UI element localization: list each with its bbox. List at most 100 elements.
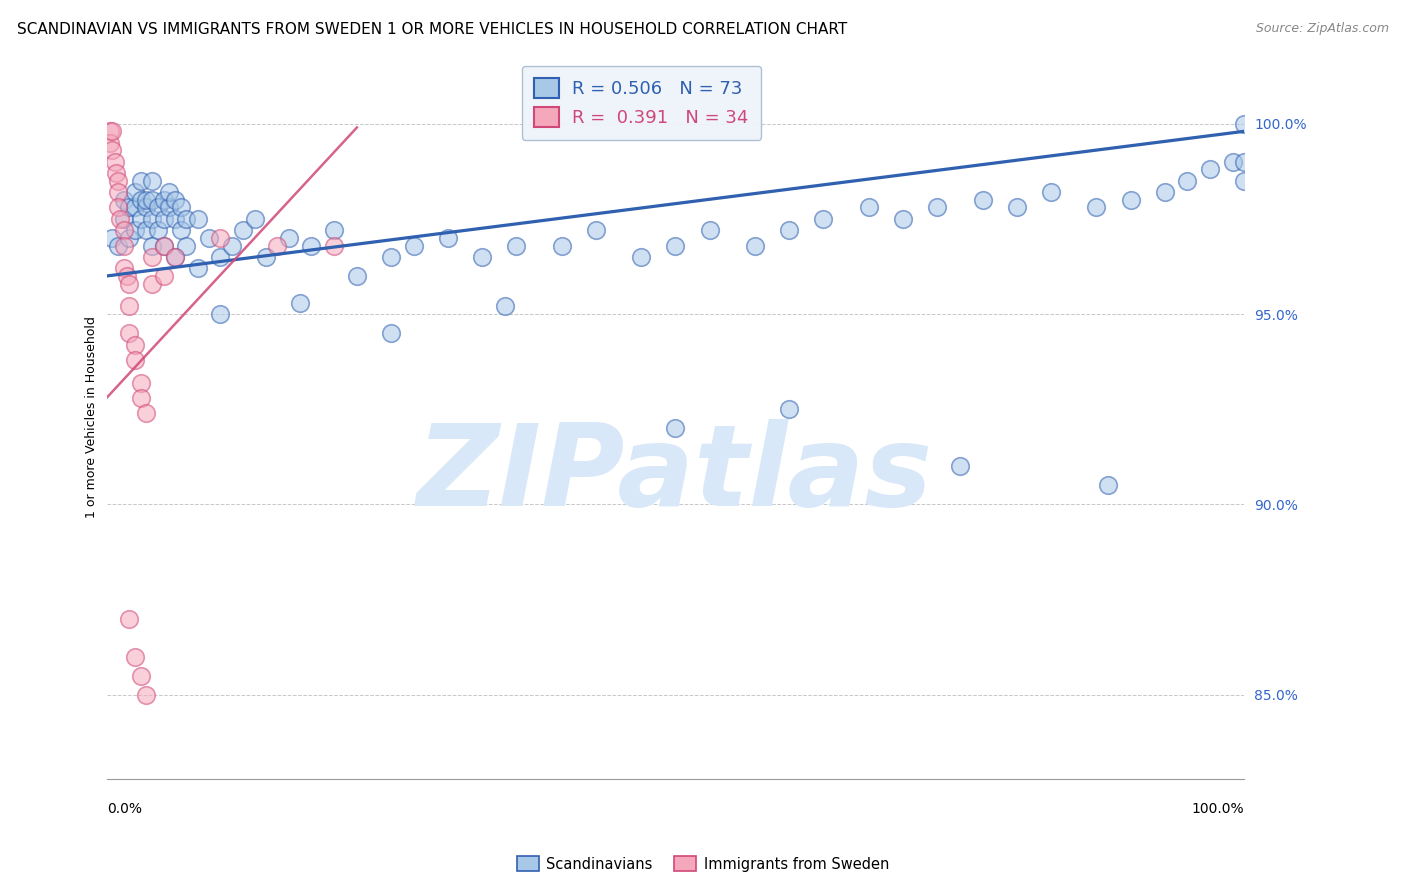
Point [1153, 185, 1175, 199]
Point [157, 201, 180, 215]
Point [1119, 193, 1142, 207]
Point [1222, 154, 1244, 169]
Point [1233, 117, 1256, 131]
Point [169, 223, 191, 237]
Point [1039, 185, 1062, 199]
Point [551, 238, 574, 252]
Point [232, 223, 254, 237]
Point [141, 193, 163, 207]
Point [323, 238, 346, 252]
Point [664, 238, 686, 252]
Point [174, 238, 197, 252]
Point [124, 201, 146, 215]
Point [129, 193, 152, 207]
Point [135, 406, 157, 420]
Point [157, 185, 180, 199]
Point [1005, 201, 1028, 215]
Point [169, 201, 191, 215]
Point [152, 211, 174, 226]
Point [112, 261, 135, 276]
Point [118, 300, 141, 314]
Point [146, 201, 169, 215]
Legend: R = 0.506   N = 73, R =  0.391   N = 34: R = 0.506 N = 73, R = 0.391 N = 34 [522, 66, 761, 140]
Point [112, 211, 135, 226]
Point [346, 268, 368, 283]
Point [187, 211, 209, 226]
Point [1233, 174, 1256, 188]
Point [107, 185, 129, 199]
Point [209, 250, 232, 264]
Point [124, 337, 146, 351]
Legend: Scandinavians, Immigrants from Sweden: Scandinavians, Immigrants from Sweden [512, 850, 894, 878]
Point [129, 669, 152, 683]
Point [152, 238, 174, 252]
Point [1097, 478, 1119, 492]
Point [1177, 174, 1199, 188]
Point [115, 268, 138, 283]
Point [174, 211, 197, 226]
Point [778, 223, 800, 237]
Point [104, 166, 127, 180]
Point [163, 250, 186, 264]
Point [402, 238, 425, 252]
Y-axis label: 1 or more Vehicles in Household: 1 or more Vehicles in Household [86, 316, 98, 517]
Point [858, 201, 880, 215]
Point [380, 326, 402, 340]
Point [1085, 201, 1108, 215]
Point [135, 201, 157, 215]
Point [813, 211, 835, 226]
Point [124, 649, 146, 664]
Point [209, 231, 232, 245]
Point [163, 193, 186, 207]
Point [221, 238, 243, 252]
Point [664, 421, 686, 435]
Point [699, 223, 721, 237]
Point [118, 201, 141, 215]
Point [198, 231, 221, 245]
Point [380, 250, 402, 264]
Point [104, 154, 127, 169]
Point [118, 277, 141, 291]
Point [129, 376, 152, 390]
Point [141, 174, 163, 188]
Point [129, 211, 152, 226]
Point [187, 261, 209, 276]
Point [101, 231, 124, 245]
Point [163, 250, 186, 264]
Point [135, 688, 157, 702]
Point [107, 238, 129, 252]
Point [505, 238, 527, 252]
Point [110, 211, 132, 226]
Point [112, 238, 135, 252]
Point [141, 238, 163, 252]
Point [141, 211, 163, 226]
Point [1199, 162, 1222, 177]
Point [124, 185, 146, 199]
Point [585, 223, 607, 237]
Text: SCANDINAVIAN VS IMMIGRANTS FROM SWEDEN 1 OR MORE VEHICLES IN HOUSEHOLD CORRELATI: SCANDINAVIAN VS IMMIGRANTS FROM SWEDEN 1… [17, 22, 848, 37]
Point [949, 459, 972, 474]
Point [107, 201, 129, 215]
Point [118, 326, 141, 340]
Point [141, 250, 163, 264]
Point [124, 223, 146, 237]
Point [437, 231, 460, 245]
Point [152, 268, 174, 283]
Text: 0.0%: 0.0% [107, 802, 142, 816]
Point [744, 238, 766, 252]
Point [98, 136, 121, 150]
Point [98, 124, 121, 138]
Point [112, 223, 135, 237]
Point [972, 193, 994, 207]
Point [141, 277, 163, 291]
Point [630, 250, 652, 264]
Point [323, 223, 346, 237]
Point [471, 250, 494, 264]
Point [124, 352, 146, 367]
Text: 100.0%: 100.0% [1192, 802, 1244, 816]
Point [112, 193, 135, 207]
Point [152, 193, 174, 207]
Text: ZIPatlas: ZIPatlas [418, 419, 934, 530]
Point [927, 201, 949, 215]
Point [243, 211, 266, 226]
